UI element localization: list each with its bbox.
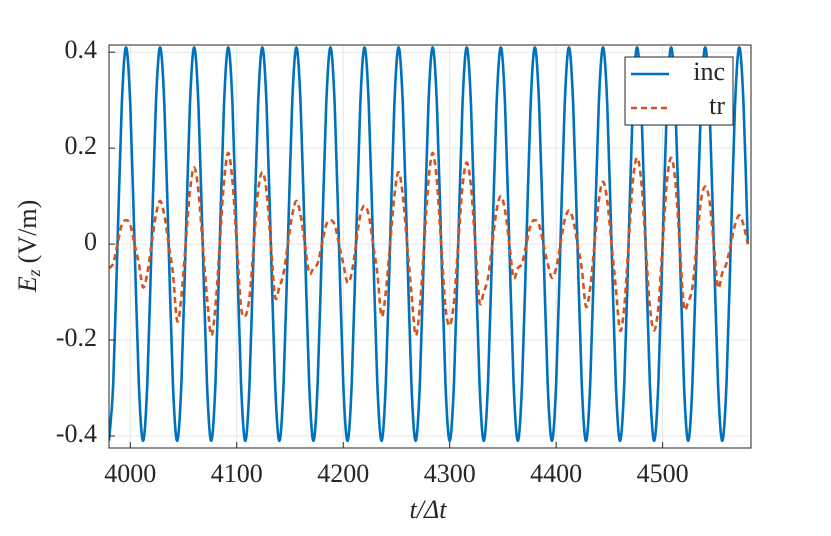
series-line — [109, 151, 750, 337]
legend-label: tr — [709, 91, 725, 120]
x-tick-label: 4400 — [530, 459, 582, 488]
y-tick-label: 0 — [84, 227, 97, 256]
axes-frame — [108, 44, 752, 449]
x-tick-label: 4200 — [317, 459, 369, 488]
y-label-symbol: E — [13, 276, 42, 293]
x-axis-label: t/Δt — [410, 495, 448, 524]
legend-label: inc — [693, 57, 725, 86]
y-label-subscript: z — [24, 269, 44, 277]
x-tick-label: 4000 — [104, 459, 156, 488]
x-tick-label: 4500 — [637, 459, 689, 488]
x-tick-label: 4300 — [424, 459, 476, 488]
y-tick-label: -0.2 — [56, 323, 97, 352]
y-tick-label: 0.2 — [65, 131, 98, 160]
legend-box — [624, 56, 734, 126]
ticks: -0.4 -0.2 0 0.2 0.4 4000 4100 4200 4300 4400 4500 — [56, 35, 689, 488]
y-label-unit: (V/m) — [13, 200, 42, 264]
y-tick-label: -0.4 — [56, 419, 97, 448]
x-tick-label: 4100 — [211, 459, 263, 488]
legend: inc tr — [624, 56, 734, 126]
y-tick-label: 0.4 — [65, 35, 98, 64]
y-axis-label: Ez (V/m) — [13, 200, 44, 293]
